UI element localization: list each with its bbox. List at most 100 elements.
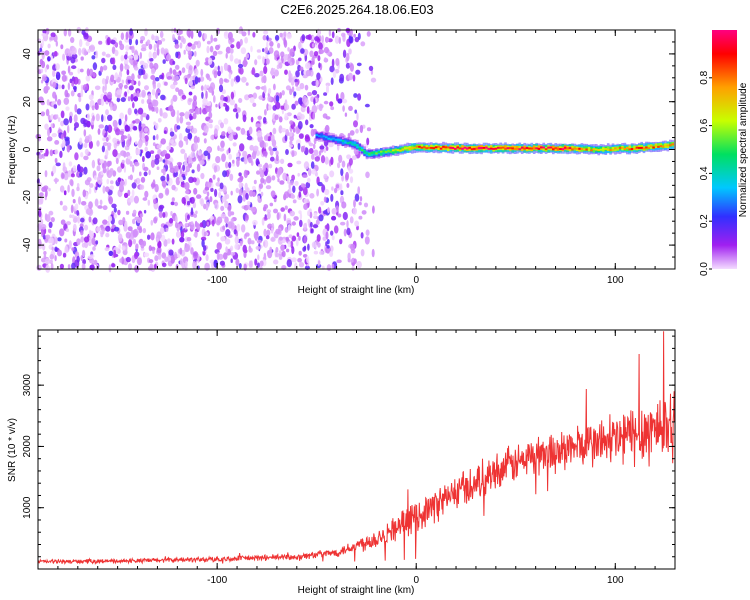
heatmap-cell	[258, 183, 264, 189]
heatmap-cell	[206, 221, 210, 226]
heatmap-ridge-cell	[647, 147, 651, 150]
heatmap-cell	[152, 135, 156, 141]
heatmap-cell	[281, 90, 285, 96]
heatmap-cell	[163, 157, 168, 166]
heatmap-cell	[307, 168, 312, 177]
heatmap-cell	[325, 231, 329, 240]
heatmap-cell	[310, 228, 314, 234]
heatmap-cell	[219, 100, 224, 108]
heatmap-ridge-cell	[403, 147, 407, 150]
heatmap-cell	[152, 249, 155, 254]
heatmap-cell	[214, 188, 218, 198]
heatmap-cell	[128, 263, 132, 271]
heatmap-cell	[254, 234, 259, 240]
heatmap-marks	[35, 26, 674, 273]
heatmap-cell	[111, 46, 116, 54]
heatmap-cell	[103, 94, 108, 102]
heatmap-cell	[257, 254, 260, 261]
x-tick-label: -100	[207, 575, 227, 586]
heatmap-cell	[55, 236, 58, 245]
heatmap-cell	[291, 86, 295, 93]
heatmap-cell	[238, 263, 242, 269]
heatmap-ridge-cell	[346, 142, 350, 145]
heatmap-ridge-cell	[461, 145, 464, 150]
heatmap-cell	[152, 83, 157, 90]
heatmap-cell	[298, 210, 302, 215]
heatmap-cell	[346, 227, 351, 236]
heatmap-cell	[187, 50, 193, 56]
heatmap-cell	[117, 140, 120, 145]
heatmap-ridge-cell	[552, 148, 555, 151]
heatmap-cell	[127, 226, 133, 232]
heatmap-cell	[275, 95, 280, 103]
heatmap-cell	[260, 191, 264, 197]
heatmap-cell	[290, 194, 296, 199]
heatmap-cell	[189, 196, 195, 204]
heatmap-cell	[185, 260, 188, 268]
heatmap-cell	[365, 229, 370, 236]
heatmap-cell	[283, 31, 287, 37]
heatmap-cell	[43, 185, 49, 191]
heatmap-cell	[265, 58, 270, 65]
heatmap-ridge-cell	[408, 147, 412, 150]
y-tick-label: 40	[22, 48, 33, 60]
heatmap-cell	[92, 217, 98, 225]
heatmap-cell	[298, 57, 302, 62]
heatmap-cell	[228, 72, 232, 80]
heatmap-cell	[77, 164, 81, 172]
heatmap-cell	[107, 215, 113, 222]
heatmap-cell	[186, 28, 192, 38]
heatmap-cell	[327, 207, 330, 214]
heatmap-cell	[295, 238, 299, 247]
heatmap-cell	[53, 178, 59, 183]
heatmap-cell	[190, 30, 194, 39]
heatmap-cell	[278, 116, 283, 123]
heatmap-cell	[79, 39, 83, 48]
heatmap-ridge-cell	[642, 147, 646, 150]
heatmap-cell	[86, 68, 90, 77]
heatmap-cell	[83, 224, 89, 231]
heatmap-cell	[49, 149, 54, 157]
heatmap-cell	[151, 68, 156, 75]
heatmap-cell	[63, 28, 67, 37]
heatmap-cell	[259, 169, 265, 178]
heatmap-cell	[81, 201, 87, 206]
heatmap-cell	[63, 190, 67, 196]
heatmap-cell	[338, 36, 341, 45]
heatmap-cell	[316, 188, 319, 197]
heatmap-cell	[184, 190, 190, 195]
heatmap-cell	[239, 240, 243, 247]
heatmap-cell	[318, 62, 321, 69]
heatmap-cell	[197, 149, 202, 156]
heatmap-cell	[229, 173, 234, 181]
heatmap-cell	[242, 114, 247, 123]
heatmap-cell	[42, 234, 46, 240]
heatmap-cell	[113, 207, 117, 213]
heatmap-cell	[176, 253, 181, 258]
heatmap-cell	[80, 56, 84, 61]
heatmap-cell	[102, 65, 108, 71]
heatmap-cell	[318, 260, 321, 265]
heatmap-cell	[354, 109, 358, 114]
heatmap-cell	[220, 236, 226, 242]
heatmap-cell	[279, 236, 283, 241]
heatmap-cell	[171, 238, 175, 245]
heatmap-cell	[287, 224, 292, 231]
heatmap-cell	[200, 172, 205, 180]
heatmap-cell	[230, 78, 234, 87]
heatmap-cell	[105, 109, 109, 116]
heatmap-cell	[44, 50, 50, 56]
heatmap-cell	[168, 249, 174, 256]
heatmap-cell	[295, 59, 300, 66]
heatmap-cell	[213, 128, 218, 137]
heatmap-cell	[311, 90, 318, 96]
heatmap-cell	[150, 159, 155, 168]
heatmap-cell	[129, 195, 134, 203]
heatmap-cell	[274, 34, 280, 41]
heatmap-cell	[184, 182, 190, 190]
heatmap-cell	[97, 176, 103, 185]
heatmap-cell	[276, 212, 280, 221]
heatmap-cell	[128, 37, 132, 46]
heatmap-cell	[330, 193, 334, 202]
heatmap-cell	[296, 232, 300, 237]
